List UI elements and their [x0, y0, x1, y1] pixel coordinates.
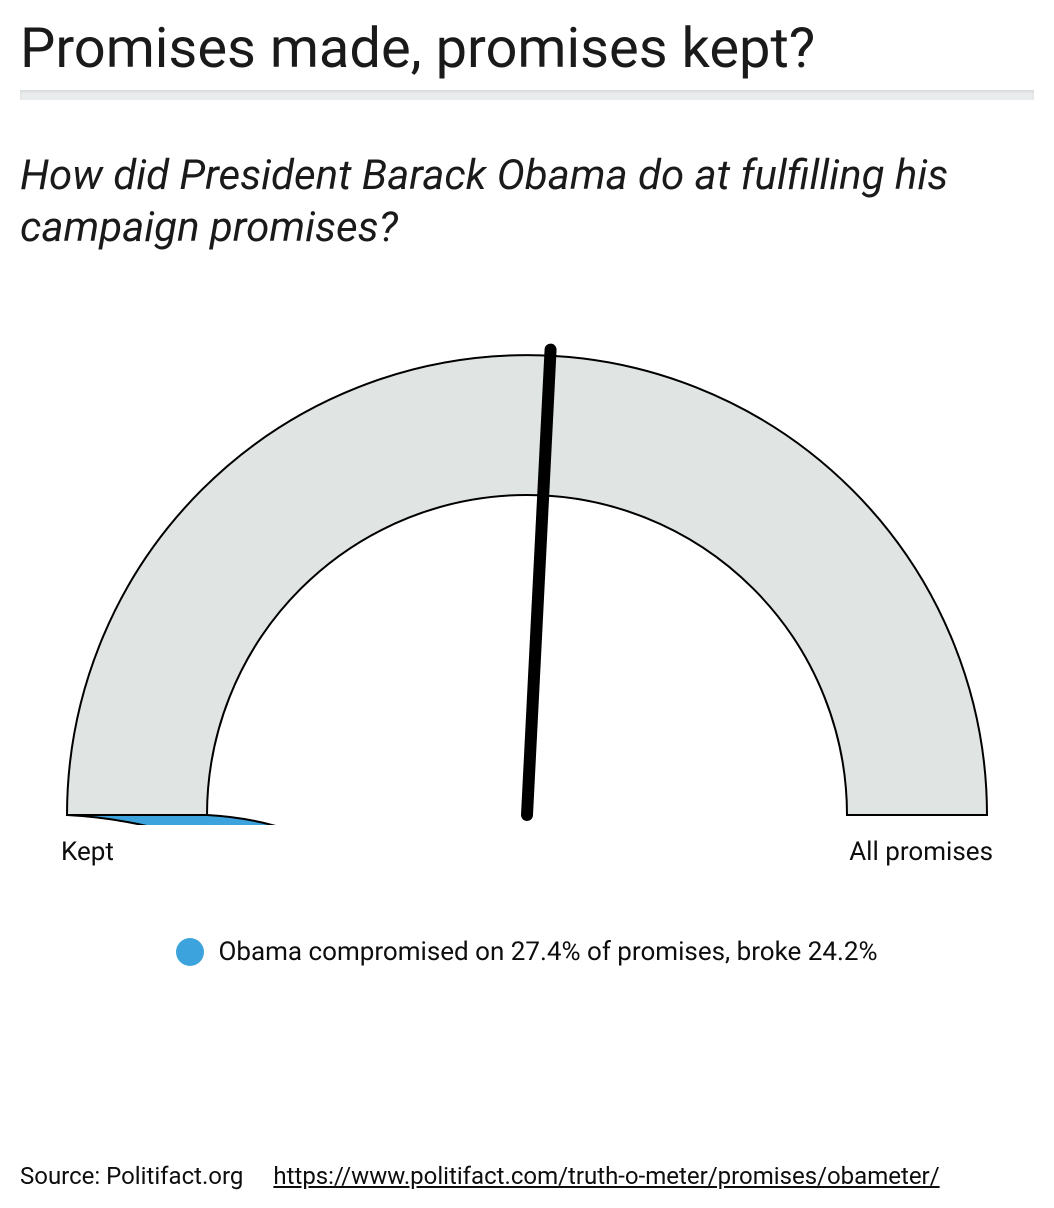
legend-text: Obama compromised on 27.4% of promises, … — [218, 937, 877, 967]
page-title: Promises made, promises kept? — [20, 18, 1034, 80]
gauge-chart — [57, 335, 997, 825]
gauge-axis-labels: Kept All promises — [57, 829, 997, 867]
gauge-box: Kept All promises — [57, 335, 997, 867]
subtitle: How did President Barack Obama do at ful… — [20, 150, 1034, 255]
infographic-container: Promises made, promises kept? How did Pr… — [0, 0, 1054, 1208]
gauge-label-left: Kept — [61, 837, 114, 867]
title-divider — [20, 90, 1034, 100]
footer: Source: Politifact.org https://www.polit… — [20, 1162, 1034, 1190]
source-label: Source: Politifact.org — [20, 1162, 243, 1190]
gauge-label-right: All promises — [849, 837, 993, 867]
gauge-wrapper: Kept All promises — [20, 335, 1034, 867]
legend: Obama compromised on 27.4% of promises, … — [20, 937, 1034, 967]
source-link[interactable]: https://www.politifact.com/truth-o-meter… — [273, 1162, 939, 1190]
legend-dot-icon — [176, 938, 204, 966]
